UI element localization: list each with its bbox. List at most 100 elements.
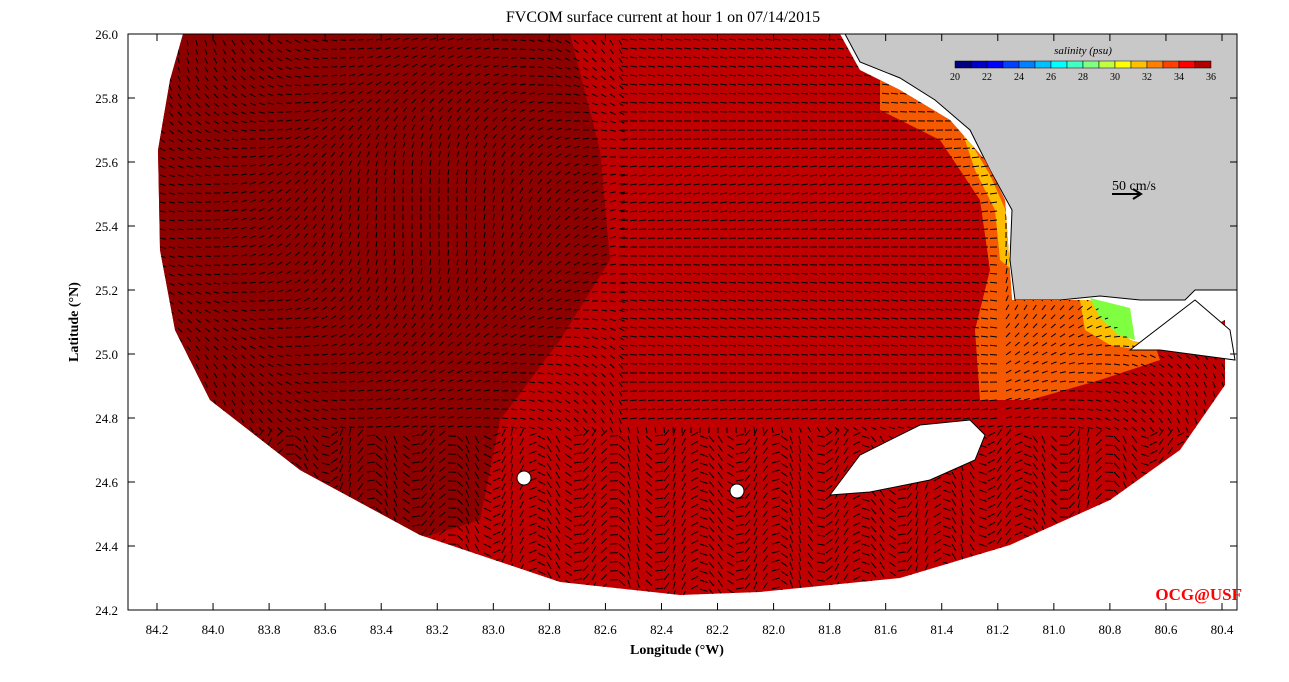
current-arrow xyxy=(810,273,817,274)
current-arrow xyxy=(187,391,188,397)
current-arrow xyxy=(619,183,625,184)
current-arrow xyxy=(738,229,745,230)
current-arrow xyxy=(693,102,700,103)
current-arrow xyxy=(1222,391,1224,397)
current-arrow xyxy=(765,229,772,230)
current-arrow xyxy=(738,354,745,355)
current-arrow xyxy=(421,169,422,175)
current-arrow xyxy=(891,229,898,230)
current-arrow xyxy=(774,102,781,103)
current-arrow xyxy=(196,400,197,406)
current-arrow xyxy=(475,205,476,211)
current-arrow xyxy=(936,354,943,355)
current-arrow xyxy=(756,102,763,103)
current-arrow xyxy=(1204,292,1210,294)
current-arrow xyxy=(954,354,961,355)
current-arrow xyxy=(169,400,170,406)
current-arrow xyxy=(169,319,173,323)
current-arrow xyxy=(666,229,673,230)
current-arrow xyxy=(178,364,180,369)
current-arrow xyxy=(1222,301,1227,304)
current-arrow xyxy=(819,354,826,355)
current-arrow xyxy=(592,147,598,148)
current-arrow xyxy=(538,345,544,346)
current-arrow xyxy=(1222,292,1228,294)
current-arrow xyxy=(178,346,181,351)
current-arrow xyxy=(529,382,535,383)
current-arrow xyxy=(187,229,193,230)
current-arrow xyxy=(648,400,655,401)
current-arrow xyxy=(1150,300,1156,301)
current-arrow xyxy=(693,400,700,401)
current-arrow xyxy=(981,229,988,230)
current-arrow xyxy=(313,67,319,68)
current-arrow xyxy=(873,148,880,149)
current-arrow xyxy=(169,67,171,73)
current-arrow xyxy=(900,229,907,230)
current-arrow xyxy=(1087,391,1093,392)
current-arrow xyxy=(1141,309,1147,310)
current-arrow xyxy=(738,148,745,149)
current-arrow xyxy=(810,148,817,149)
current-arrow xyxy=(774,354,781,355)
current-arrow xyxy=(765,354,772,355)
current-arrow xyxy=(720,148,727,149)
current-arrow xyxy=(711,273,718,274)
current-arrow xyxy=(765,400,772,401)
current-arrow xyxy=(403,250,404,256)
current-arrow xyxy=(819,148,826,149)
current-arrow xyxy=(891,102,898,103)
current-arrow xyxy=(178,373,180,379)
current-arrow xyxy=(621,148,628,149)
current-arrow xyxy=(711,148,718,149)
current-arrow xyxy=(160,40,161,46)
current-arrow xyxy=(475,214,476,220)
current-arrow xyxy=(657,102,664,103)
current-arrow xyxy=(1168,310,1174,311)
current-arrow xyxy=(972,400,979,401)
current-arrow xyxy=(963,273,970,274)
current-arrow xyxy=(1060,390,1066,391)
current-arrow xyxy=(945,400,952,401)
current-arrow xyxy=(187,382,189,388)
current-arrow xyxy=(756,229,763,230)
current-arrow xyxy=(1087,363,1093,364)
current-arrow xyxy=(178,391,179,397)
current-arrow xyxy=(783,229,790,230)
current-arrow xyxy=(900,354,907,355)
current-arrow xyxy=(160,364,162,370)
current-arrow xyxy=(160,76,162,82)
current-arrow xyxy=(621,273,628,274)
current-arrow xyxy=(529,84,535,85)
current-arrow xyxy=(160,103,163,108)
current-arrow xyxy=(1159,319,1165,320)
current-arrow xyxy=(178,355,181,360)
current-arrow xyxy=(160,400,161,406)
current-arrow xyxy=(621,400,628,401)
current-arrow xyxy=(493,390,499,391)
current-arrow xyxy=(169,49,170,55)
current-arrow xyxy=(702,354,709,355)
current-arrow xyxy=(765,102,772,103)
current-arrow xyxy=(1186,301,1192,302)
current-arrow xyxy=(169,58,170,64)
current-arrow xyxy=(864,400,871,401)
current-arrow xyxy=(322,58,328,59)
current-arrow xyxy=(909,148,916,149)
current-arrow xyxy=(729,148,736,149)
current-arrow xyxy=(963,354,970,355)
current-arrow xyxy=(963,229,970,230)
current-arrow xyxy=(675,273,682,274)
current-arrow xyxy=(502,57,508,58)
current-arrow xyxy=(900,148,907,149)
current-arrow xyxy=(322,382,328,383)
current-arrow xyxy=(882,354,889,355)
current-arrow xyxy=(196,193,202,194)
current-arrow xyxy=(936,400,943,401)
current-arrow xyxy=(810,400,817,401)
current-arrow xyxy=(1132,309,1138,310)
current-arrow xyxy=(729,354,736,355)
current-arrow xyxy=(927,354,934,355)
current-arrow xyxy=(747,273,754,274)
